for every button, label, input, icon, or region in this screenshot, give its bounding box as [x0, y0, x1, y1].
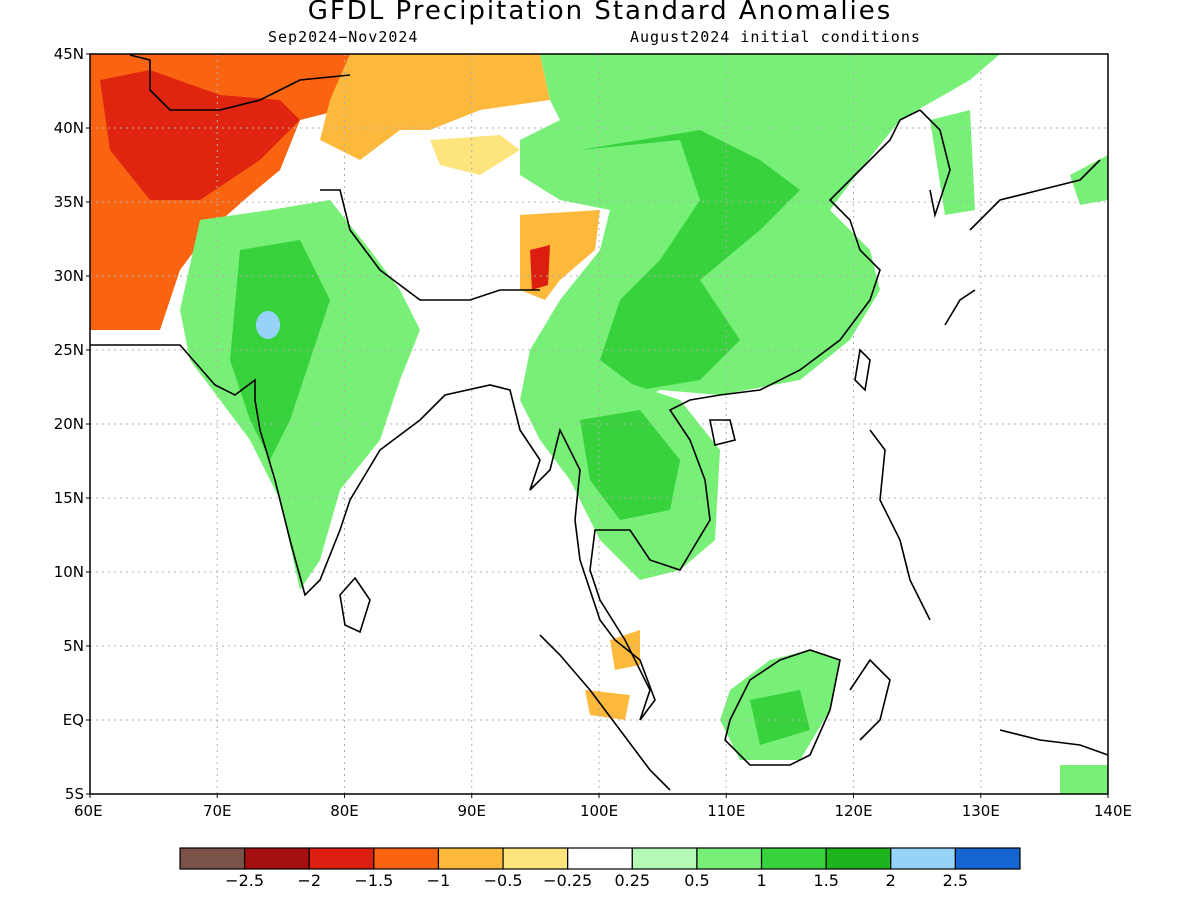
lon-tick-label: 130E — [962, 802, 1000, 820]
colorbar-swatch — [502, 847, 569, 870]
colorbar-label: −1 — [427, 871, 451, 890]
colorbar-label: 1 — [756, 871, 766, 890]
lat-tick-label: 35N — [54, 193, 84, 211]
colorbar-swatch — [760, 847, 827, 870]
lon-tick-label: 140E — [1094, 802, 1132, 820]
colorbar-swatch — [373, 847, 440, 870]
coastlines — [90, 54, 1109, 791]
colorbar-label: 1.5 — [813, 871, 838, 890]
colorbar-swatch — [696, 847, 763, 870]
colorbar-swatch — [567, 847, 633, 870]
lon-tick-label: 70E — [203, 802, 232, 820]
colorbar-label: −1.5 — [354, 871, 393, 890]
colorbar-label: −2 — [297, 871, 321, 890]
lat-tick-label: 5N — [63, 637, 84, 655]
lat-tick-label: 20N — [54, 415, 84, 433]
lon-tick-label: 120E — [834, 802, 872, 820]
lon-tick-label: 110E — [707, 802, 745, 820]
lon-tick-label: 60E — [74, 802, 103, 820]
initial-conditions-label: August2024 initial conditions — [630, 28, 921, 46]
colorbar-swatch — [954, 847, 1021, 870]
lon-tick-label: 80E — [330, 802, 359, 820]
colorbar-swatch — [308, 847, 375, 870]
colorbar-swatch — [437, 847, 504, 870]
lat-tick-label: 10N — [54, 563, 84, 581]
lat-tick-label: 40N — [54, 119, 84, 137]
lon-tick-label: 100E — [580, 802, 618, 820]
lat-tick-label: 25N — [54, 341, 84, 359]
colorbar-swatch — [631, 847, 698, 870]
colorbar-swatch — [244, 847, 310, 870]
map-title: GFDL Precipitation Standard Anomalies — [307, 0, 893, 26]
latitude-axis: 45N 40N 35N 30N 25N 20N 15N 10N 5N EQ 5S — [54, 45, 90, 803]
period-label: Sep2024−Nov2024 — [268, 28, 419, 46]
lat-tick-label: 5S — [65, 785, 84, 803]
colorbar-label: 2.5 — [943, 871, 968, 890]
lat-tick-label: 45N — [54, 45, 84, 63]
lat-tick-label: 30N — [54, 267, 84, 285]
colorbar: −2.5 −2 −1.5 −1 −0.5 −0.25 0.25 0.5 1 1.5 2 2.5 — [179, 847, 1021, 890]
colorbar-swatch — [890, 847, 956, 870]
lat-tick-label: EQ — [63, 711, 84, 729]
colorbar-swatch — [179, 847, 246, 870]
colorbar-swatch — [825, 847, 892, 870]
longitude-axis: 60E 70E 80E 90E 100E 110E 120E 130E 140E — [74, 794, 1132, 820]
colorbar-label: 2 — [886, 871, 896, 890]
colorbar-label: −2.5 — [225, 871, 264, 890]
colorbar-label: −0.5 — [484, 871, 523, 890]
lat-tick-label: 15N — [54, 489, 84, 507]
colorbar-label: −0.25 — [543, 871, 592, 890]
colorbar-label: 0.25 — [614, 871, 650, 890]
colorbar-label: 0.5 — [684, 871, 709, 890]
lon-tick-label: 90E — [457, 802, 486, 820]
